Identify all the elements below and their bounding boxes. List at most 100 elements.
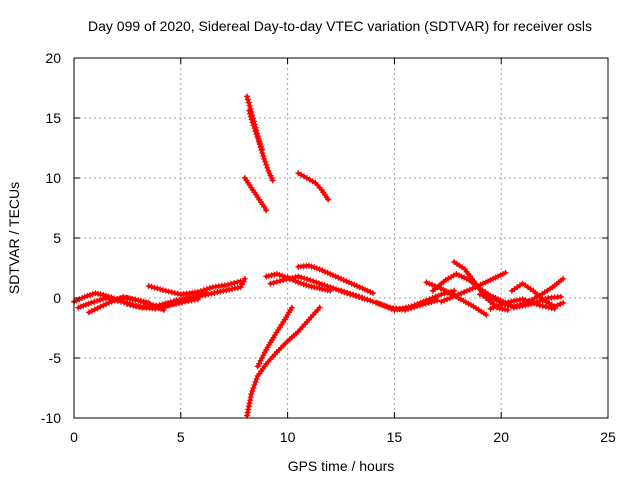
data-point <box>251 125 258 132</box>
x-tick-label: 0 <box>70 429 78 445</box>
data-point <box>79 295 86 301</box>
data-point <box>367 297 374 304</box>
data-point <box>313 279 320 286</box>
data-point <box>162 300 169 307</box>
data-point <box>103 301 110 307</box>
data-point <box>94 297 101 304</box>
data-point <box>136 303 143 310</box>
data-point <box>491 296 498 303</box>
data-point <box>246 107 253 114</box>
data-point <box>171 289 178 296</box>
data-point <box>250 385 257 391</box>
data-point <box>554 302 561 309</box>
data-point <box>346 279 353 286</box>
y-axis-label: SDTVAR / TECUs <box>6 182 22 294</box>
data-point <box>352 292 359 299</box>
data-point <box>244 96 251 103</box>
data-point <box>536 298 543 304</box>
data-point <box>157 286 164 293</box>
data-point <box>276 271 283 278</box>
data-point <box>431 298 438 305</box>
data-point <box>247 113 254 120</box>
data-point <box>298 274 305 281</box>
data-point <box>130 302 137 309</box>
data-point <box>105 299 112 306</box>
data-point <box>124 301 131 307</box>
data-point <box>141 299 148 306</box>
data-point <box>530 300 537 306</box>
data-point <box>493 297 500 304</box>
data-point <box>374 299 381 306</box>
data-point <box>111 297 118 304</box>
data-point <box>332 273 339 280</box>
data-point <box>269 177 276 184</box>
data-point <box>263 207 270 214</box>
data-point <box>359 285 366 292</box>
data-point <box>426 280 433 287</box>
x-axis-label: GPS time / hours <box>288 458 395 474</box>
data-point <box>255 137 262 144</box>
data-point <box>414 301 421 307</box>
data-point <box>348 280 355 287</box>
data-point <box>426 296 433 303</box>
data-point <box>170 298 177 305</box>
data-point <box>261 155 268 162</box>
data-point <box>200 287 207 294</box>
data-point <box>420 298 427 305</box>
data-point <box>148 283 155 290</box>
data-point <box>476 291 483 298</box>
data-point <box>324 269 331 276</box>
data-point <box>504 307 511 313</box>
y-tick-label: 10 <box>45 170 61 186</box>
data-point <box>280 277 287 283</box>
data-point <box>234 279 241 286</box>
data-point <box>346 290 353 297</box>
data-point <box>252 128 259 135</box>
data-point <box>502 269 509 276</box>
data-point <box>558 293 565 300</box>
data-point <box>262 158 269 165</box>
data-point <box>88 299 95 306</box>
data-point <box>247 394 254 401</box>
data-point <box>431 283 438 289</box>
data-point <box>231 280 238 286</box>
data-point <box>388 305 395 312</box>
series-arc-end-d <box>476 291 565 311</box>
data-point <box>246 400 253 407</box>
data-point <box>200 291 207 298</box>
y-tick-label: 5 <box>53 230 61 246</box>
data-point <box>165 288 172 295</box>
data-point <box>249 119 256 126</box>
data-point <box>129 295 136 302</box>
data-point <box>560 275 567 282</box>
data-point <box>437 285 444 292</box>
data-point <box>264 164 271 171</box>
data-point <box>310 278 317 285</box>
data-point <box>193 292 200 299</box>
data-point <box>117 298 124 305</box>
y-tick-label: 0 <box>53 290 61 306</box>
x-tick-label: 20 <box>493 429 509 445</box>
data-point <box>211 289 218 296</box>
data-point <box>356 284 363 291</box>
chart-title: Day 099 of 2020, Sidereal Day-to-day VTE… <box>88 18 592 34</box>
data-point <box>248 391 255 397</box>
data-point <box>429 295 436 301</box>
x-tick-label: 15 <box>387 429 403 445</box>
series-arc-descend <box>241 175 270 214</box>
data-point <box>246 102 253 109</box>
data-point <box>321 268 328 275</box>
data-point <box>319 267 326 274</box>
series-trace <box>296 171 330 202</box>
data-point <box>279 272 286 279</box>
data-point <box>108 298 115 305</box>
data-point <box>361 295 368 302</box>
series-arc-mid-c <box>124 290 210 311</box>
data-point <box>496 298 503 305</box>
data-point <box>241 275 248 282</box>
data-point <box>247 397 254 404</box>
data-point <box>434 297 441 304</box>
data-point <box>257 143 264 150</box>
data-point <box>245 406 252 413</box>
data-point <box>156 302 163 309</box>
